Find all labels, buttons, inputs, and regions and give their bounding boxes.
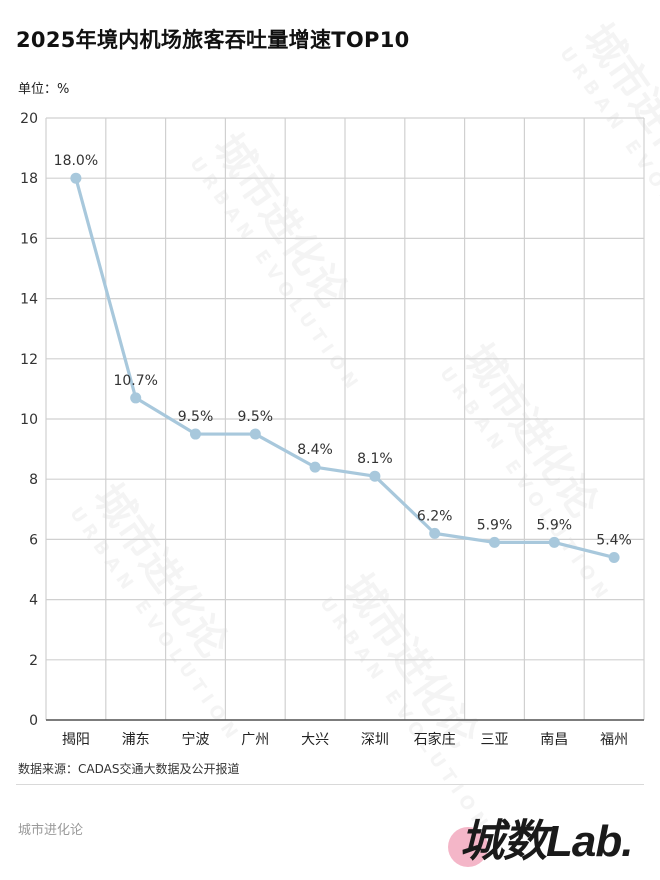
x-tick-label: 宁波 [182,731,210,748]
y-tick-label: 16 [20,231,38,247]
x-tick-label: 大兴 [301,732,329,748]
y-tick-label: 10 [20,412,38,428]
logo-dot-icon [448,827,488,867]
y-tick-label: 12 [20,352,38,368]
x-tick-label: 南昌 [540,732,568,748]
data-point [429,527,441,539]
data-point [190,428,201,440]
data-point [489,536,500,548]
line-chart: 0 2 4 6 8 10 12 14 16 18 20 揭阳 浦东 宁波 广州 大兴 深圳 石家庄 三亚 南昌 福州 1… [20,111,645,748]
x-tick-label: 揭阳 [62,732,90,748]
grid-layer [45,117,645,721]
unit-label: 单位：% [18,82,70,97]
data-label-layer: 18.0% 10.7% 9.5% 9.5% 8.4% 8.1% 6.2% 5.9% 5.9% 5.… [54,153,632,548]
x-tick-label: 石家庄 [414,731,456,748]
y-tick-label: 6 [29,532,38,548]
x-tick-label: 三亚 [481,732,509,748]
series-line [74,176,616,560]
source-note: 数据来源：CADAS交通大数据及公开报道 [18,762,240,776]
y-tick-label: 18 [20,171,38,187]
series-layer [70,172,620,563]
chart-title: 2025年境内机场旅客吞吐量增速TOP10 [16,28,410,52]
x-tick-label: 深圳 [361,732,389,748]
data-label: 5.9% [537,517,573,533]
y-tick-label: 20 [20,111,38,127]
data-label: 5.9% [477,517,513,533]
data-label: 5.4% [596,532,632,548]
data-label: 8.1% [357,451,393,467]
x-tick-label: 广州 [241,732,269,748]
data-label: 9.5% [238,409,274,425]
data-label: 8.4% [297,442,333,458]
logo-text: 城数Lab. [460,817,633,866]
data-point [608,551,620,563]
data-label: 6.2% [417,508,453,524]
data-label: 10.7% [113,373,157,389]
data-point [70,172,82,184]
axis-layer: 0 2 4 6 8 10 12 14 16 18 20 揭阳 浦东 宁波 广州 大兴 深圳 石家庄 三亚 南昌 福州 [20,111,644,748]
data-label: 18.0% [54,153,98,169]
data-point [130,392,142,404]
y-tick-label: 2 [29,653,38,669]
y-tick-label: 14 [20,292,38,308]
data-point [249,428,261,440]
x-tick-label: 浦东 [122,732,150,748]
data-label: 9.5% [178,409,214,425]
y-tick-label: 4 [29,593,38,609]
x-tick-label: 福州 [600,732,628,748]
brand-name: 城市进化论 [18,823,84,838]
brand-logo: 城数Lab. [448,805,648,877]
y-tick-label: 0 [29,713,38,729]
y-tick-label: 8 [29,472,38,488]
data-point [309,461,321,473]
footer-divider [16,784,644,785]
data-point [548,536,560,548]
data-point [369,470,381,482]
